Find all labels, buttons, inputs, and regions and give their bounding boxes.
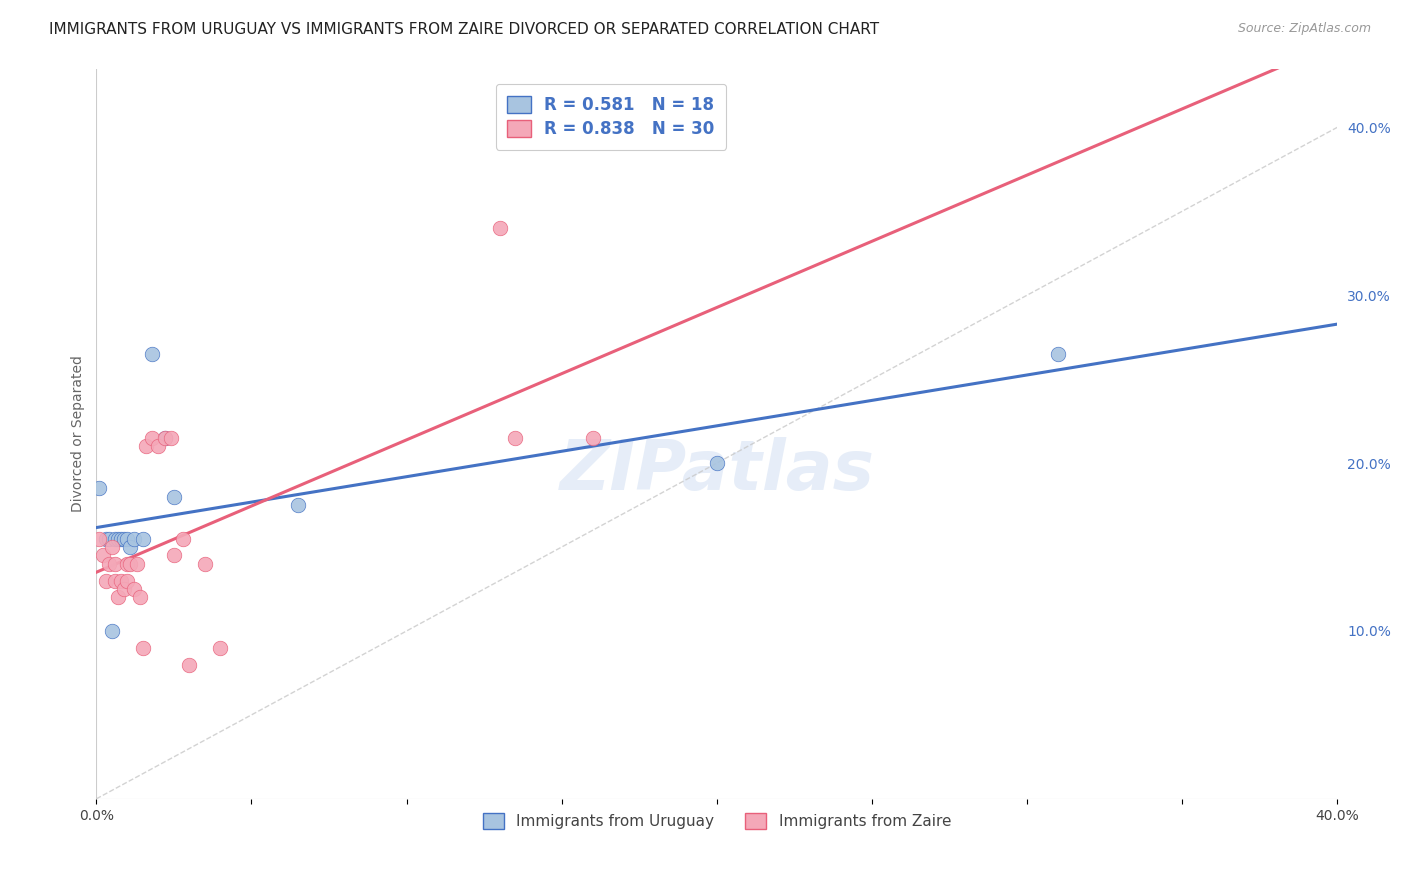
Point <box>194 557 217 571</box>
Point <box>97 557 120 571</box>
Point <box>112 532 135 546</box>
Point <box>179 657 201 672</box>
Point <box>104 557 127 571</box>
Point <box>706 456 728 470</box>
Point <box>110 574 132 588</box>
Point <box>120 557 142 571</box>
Legend: Immigrants from Uruguay, Immigrants from Zaire: Immigrants from Uruguay, Immigrants from… <box>477 806 957 835</box>
Point <box>117 557 139 571</box>
Point <box>582 431 605 445</box>
Point <box>132 532 155 546</box>
Point <box>110 532 132 546</box>
Point <box>141 347 163 361</box>
Point <box>104 574 127 588</box>
Point <box>89 481 111 495</box>
Point <box>97 532 120 546</box>
Point <box>135 439 157 453</box>
Point <box>91 549 114 563</box>
Point <box>141 431 163 445</box>
Point <box>287 498 309 512</box>
Point <box>94 532 117 546</box>
Point <box>503 431 526 445</box>
Point <box>125 557 148 571</box>
Point <box>1047 347 1070 361</box>
Point <box>107 591 129 605</box>
Point <box>163 490 186 504</box>
Point <box>153 431 176 445</box>
Point <box>104 532 127 546</box>
Point <box>117 532 139 546</box>
Y-axis label: Divorced or Separated: Divorced or Separated <box>72 355 86 512</box>
Text: Source: ZipAtlas.com: Source: ZipAtlas.com <box>1237 22 1371 36</box>
Point <box>163 549 186 563</box>
Point <box>117 574 139 588</box>
Text: IMMIGRANTS FROM URUGUAY VS IMMIGRANTS FROM ZAIRE DIVORCED OR SEPARATED CORRELATI: IMMIGRANTS FROM URUGUAY VS IMMIGRANTS FR… <box>49 22 879 37</box>
Point <box>122 582 145 596</box>
Point <box>89 532 111 546</box>
Point <box>172 532 194 546</box>
Point <box>209 640 232 655</box>
Point <box>101 540 124 554</box>
Point <box>122 532 145 546</box>
Point <box>107 532 129 546</box>
Point <box>120 540 142 554</box>
Point <box>94 574 117 588</box>
Point <box>128 591 150 605</box>
Point <box>153 431 176 445</box>
Point <box>112 582 135 596</box>
Point <box>488 221 510 235</box>
Point <box>148 439 170 453</box>
Point <box>132 640 155 655</box>
Text: ZIPatlas: ZIPatlas <box>560 437 875 504</box>
Point <box>159 431 181 445</box>
Point <box>101 624 124 638</box>
